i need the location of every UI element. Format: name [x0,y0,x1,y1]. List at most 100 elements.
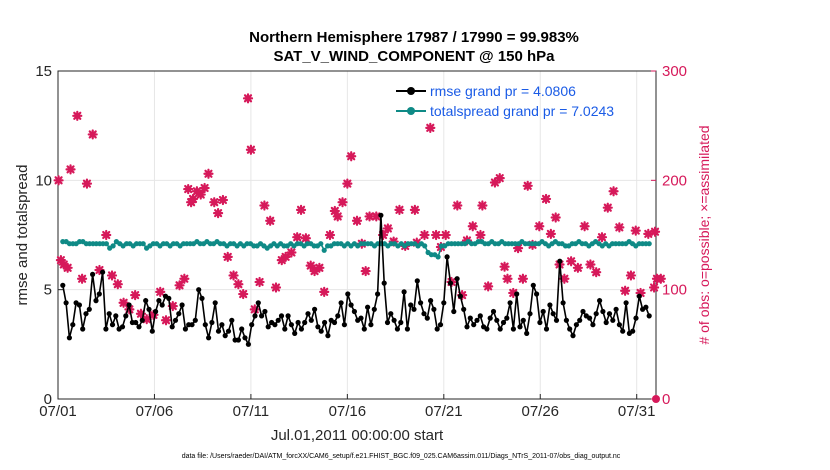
obs-marker [475,229,486,241]
rmse-point [202,322,208,328]
rmse-point [411,306,417,312]
rmse-point [196,287,202,293]
y-tick-label: 0 [44,391,52,408]
y-axis-ticks: 0 5 10 15 [35,63,63,408]
obs-marker [286,247,297,258]
rmse-point [391,317,397,323]
rmse-point [225,328,232,334]
rmse-point [557,258,563,264]
rmse-point [587,315,593,321]
obs-marker [351,215,363,226]
obs-marker [141,314,152,325]
rmse-point [239,326,245,332]
rmse-point [361,326,367,332]
rmse-point [494,317,500,323]
obs-marker [106,270,118,281]
rmse-point [484,326,490,332]
rmse-point [520,317,526,323]
obs-marker [77,273,88,284]
rmse-point [176,311,182,317]
rmse-point [550,311,556,317]
rmse-point [156,298,162,304]
rmse-point [288,322,294,328]
rmse-point [80,326,86,332]
rmse-point [477,313,483,319]
rmse-point [63,300,69,306]
obs-marker [360,265,371,277]
rmse-point [252,313,258,319]
y2-tick-label: 200 [662,172,687,189]
y2-axis-ticks: 0 100 200 300 [651,63,687,408]
rmse-point [305,311,311,317]
rmse-point [606,311,613,317]
obs-marker [245,144,257,155]
rmse-point [375,291,381,297]
rmse-point [70,322,76,328]
obs-marker [242,93,254,104]
obs-marker [409,204,420,215]
data-marks [53,93,666,403]
y2-tick-label: 100 [662,282,687,299]
rmse-point [388,311,394,317]
obs-marker [585,259,596,270]
rmse-point [189,322,195,328]
rmse-point [133,319,139,326]
rmse-point [298,326,304,332]
rmse-point [259,313,265,319]
rmse-point [292,330,298,336]
x-tick-label: 07/06 [136,403,174,420]
rmse-point [514,291,520,297]
rmse-point [613,306,619,312]
obs-marker [228,270,239,281]
obs-marker [94,264,105,276]
obs-marker [652,395,660,403]
obs-marker [65,164,76,175]
rmse-point [394,326,400,332]
y2-tick-label: 300 [662,63,687,80]
rmse-point [159,302,165,308]
obs-marker [494,173,505,184]
obs-marker [342,178,353,189]
obs-marker [566,256,577,267]
obs-marker [329,205,340,217]
obs-marker [209,197,220,208]
y2-axis-label: # of obs: o=possible; ×=assimilated [696,125,712,344]
obs-marker [648,282,660,293]
rmse-point [255,300,261,306]
rmse-point [136,324,142,330]
rmse-point [348,302,354,308]
obs-marker [195,189,206,200]
rmse-point [312,306,318,312]
rmse-point [100,269,106,275]
rmse-point [86,306,92,312]
obs-marker [508,287,519,299]
rmse-point [242,335,248,341]
obs-marker [101,229,112,241]
rmse-point [235,337,241,343]
obs-marker [174,280,185,291]
rmse-point [215,328,222,334]
rmse-point [335,313,341,319]
rmse-point [365,304,371,310]
legend-rmse-label: rmse grand pr = 4.0806 [430,83,576,99]
obs-marker [238,288,249,300]
obs-marker [602,202,613,213]
rmse-point [517,324,523,330]
rmse-point [428,298,434,304]
rmse-point [245,341,251,347]
legend-rmse-marker [407,87,415,95]
obs-marker [614,222,625,233]
rmse-point [580,308,586,315]
rmse-point [537,319,543,326]
rmse-point [229,317,235,323]
obs-marker [655,273,666,284]
spread-point [422,243,428,249]
rmse-point [322,319,328,326]
rmse-point [620,328,626,334]
rmse-point [504,315,510,321]
x-tick-label: 07/16 [329,403,367,420]
rmse-point [308,317,314,323]
rmse-point [282,326,288,332]
x-axis-ticks: 07/01 07/06 07/11 07/16 07/21 07/26 07/31 [39,394,655,420]
